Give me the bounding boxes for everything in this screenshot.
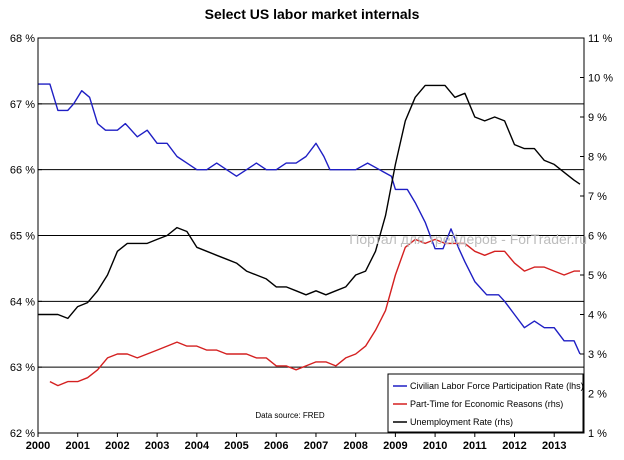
- part-time-line: [49, 238, 580, 387]
- x-tick-label: 2006: [264, 440, 288, 452]
- left-axis: 62 % 63 % 64 % 65 % 66 % 67 % 68 %: [10, 33, 42, 440]
- legend-label: Part-Time for Economic Reasons (rhs): [410, 399, 563, 409]
- gridlines: [38, 103, 584, 368]
- x-tick-label: 2003: [145, 440, 169, 452]
- participation-rate-line: [38, 83, 581, 355]
- x-tick-label: 2011: [463, 440, 487, 452]
- left-tick-label: 62 %: [10, 428, 35, 440]
- right-tick-label: 7 %: [588, 191, 607, 203]
- left-tick-label: 64 %: [10, 296, 35, 308]
- x-tick-label: 2008: [343, 440, 367, 452]
- x-tick-label: 2005: [224, 440, 248, 452]
- left-tick-label: 67 %: [10, 99, 35, 111]
- legend-entries: Civilian Labor Force Participation Rate …: [393, 381, 584, 427]
- right-tick-label: 10 %: [588, 73, 613, 85]
- x-tick-label: 2007: [304, 440, 328, 452]
- right-tick-label: 11 %: [588, 33, 612, 45]
- series-layer: [38, 83, 581, 387]
- legend-item-participation: Civilian Labor Force Participation Rate …: [393, 381, 584, 391]
- x-axis: 2000 2001 2002 2003 2004 2005 2006 2007 2008 2009…: [26, 433, 566, 452]
- x-tick-label: 2000: [26, 440, 50, 452]
- x-tick-label: 2009: [383, 440, 407, 452]
- chart-title: Select US labor market internals: [205, 6, 420, 22]
- right-tick-label: 6 %: [588, 231, 607, 243]
- left-tick-label: 66 %: [10, 165, 35, 177]
- legend: Civilian Labor Force Participation Rate …: [387, 373, 584, 433]
- x-tick-label: 2010: [423, 440, 447, 452]
- left-tick-label: 63 %: [10, 362, 35, 374]
- right-tick-label: 2 %: [588, 389, 607, 401]
- right-tick-label: 5 %: [588, 270, 607, 282]
- legend-label: Unemployment Rate (rhs): [410, 417, 513, 427]
- right-tick-label: 1 %: [588, 428, 607, 440]
- left-tick-label: 68 %: [10, 33, 35, 45]
- legend-item-part-time: Part-Time for Economic Reasons (rhs): [393, 399, 563, 409]
- right-axis: 1 % 2 % 3 % 4 % 5 % 6 % 7 % 8 % 9 % 10 % 11 %: [580, 33, 613, 440]
- x-tick-label: 2013: [542, 440, 566, 452]
- legend-item-unemployment: Unemployment Rate (rhs): [393, 417, 513, 427]
- left-tick-label: 65 %: [10, 231, 35, 243]
- right-tick-label: 4 %: [588, 310, 607, 322]
- right-tick-label: 9 %: [588, 112, 607, 124]
- legend-label: Civilian Labor Force Participation Rate …: [410, 381, 584, 391]
- source-note: Data source: FRED: [255, 411, 325, 420]
- legend-box: [387, 373, 584, 433]
- right-tick-label: 8 %: [588, 152, 607, 164]
- x-tick-label: 2012: [502, 440, 526, 452]
- x-tick-label: 2004: [185, 440, 210, 452]
- x-tick-label: 2001: [65, 440, 89, 452]
- right-tick-label: 3 %: [588, 349, 607, 361]
- unemployment-rate-line: [38, 84, 581, 320]
- watermark-text: Портал для трейдеров - ForTrader.ru: [349, 231, 587, 247]
- x-tick-label: 2002: [105, 440, 129, 452]
